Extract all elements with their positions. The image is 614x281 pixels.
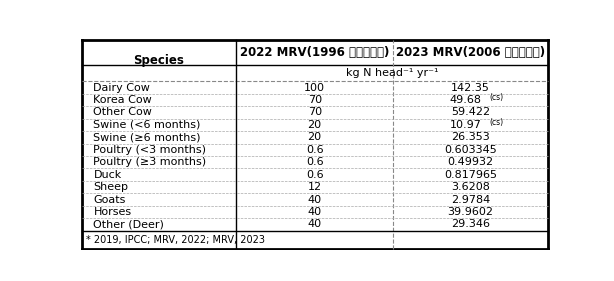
Text: 20: 20	[308, 120, 322, 130]
Text: kg N head⁻¹ yr⁻¹: kg N head⁻¹ yr⁻¹	[346, 68, 438, 78]
Text: Other (Deer): Other (Deer)	[93, 219, 165, 229]
Text: Swine (<6 months): Swine (<6 months)	[93, 120, 201, 130]
Text: 40: 40	[308, 194, 322, 205]
Text: 0.603345: 0.603345	[444, 145, 497, 155]
Text: 40: 40	[308, 219, 322, 229]
Text: 39.9602: 39.9602	[448, 207, 494, 217]
Text: Species: Species	[133, 54, 184, 67]
Text: Poultry (<3 months): Poultry (<3 months)	[93, 145, 206, 155]
Text: 12: 12	[308, 182, 322, 192]
Text: 2023 MRV(2006 가이드라인): 2023 MRV(2006 가이드라인)	[396, 46, 545, 59]
Text: Other Cow: Other Cow	[93, 107, 152, 117]
Text: Goats: Goats	[93, 194, 126, 205]
Text: 0.6: 0.6	[306, 157, 324, 167]
Text: 29.346: 29.346	[451, 219, 490, 229]
Text: 20: 20	[308, 132, 322, 142]
Text: 10.97: 10.97	[450, 120, 482, 130]
Text: Swine (≥6 months): Swine (≥6 months)	[93, 132, 201, 142]
Text: 70: 70	[308, 107, 322, 117]
Text: 2.9784: 2.9784	[451, 194, 490, 205]
Text: 49.68: 49.68	[450, 95, 482, 105]
Text: 40: 40	[308, 207, 322, 217]
Text: Poultry (≥3 months): Poultry (≥3 months)	[93, 157, 206, 167]
Text: (cs): (cs)	[489, 118, 503, 127]
Text: Dairy Cow: Dairy Cow	[93, 83, 150, 92]
Text: (cs): (cs)	[489, 93, 503, 102]
Text: 59.422: 59.422	[451, 107, 490, 117]
Text: Korea Cow: Korea Cow	[93, 95, 152, 105]
Text: 0.817965: 0.817965	[444, 170, 497, 180]
Text: 0.49932: 0.49932	[448, 157, 494, 167]
Text: 0.6: 0.6	[306, 170, 324, 180]
Text: 2022 MRV(1996 가이드라인): 2022 MRV(1996 가이드라인)	[240, 46, 389, 59]
Text: 26.353: 26.353	[451, 132, 490, 142]
Text: 0.6: 0.6	[306, 145, 324, 155]
Text: Duck: Duck	[93, 170, 122, 180]
Text: 100: 100	[304, 83, 325, 92]
Text: Horses: Horses	[93, 207, 131, 217]
Text: 3.6208: 3.6208	[451, 182, 490, 192]
Text: 142.35: 142.35	[451, 83, 490, 92]
Text: Sheep: Sheep	[93, 182, 128, 192]
Text: 70: 70	[308, 95, 322, 105]
Text: * 2019, IPCC; MRV, 2022; MRV, 2023: * 2019, IPCC; MRV, 2022; MRV, 2023	[86, 235, 265, 245]
